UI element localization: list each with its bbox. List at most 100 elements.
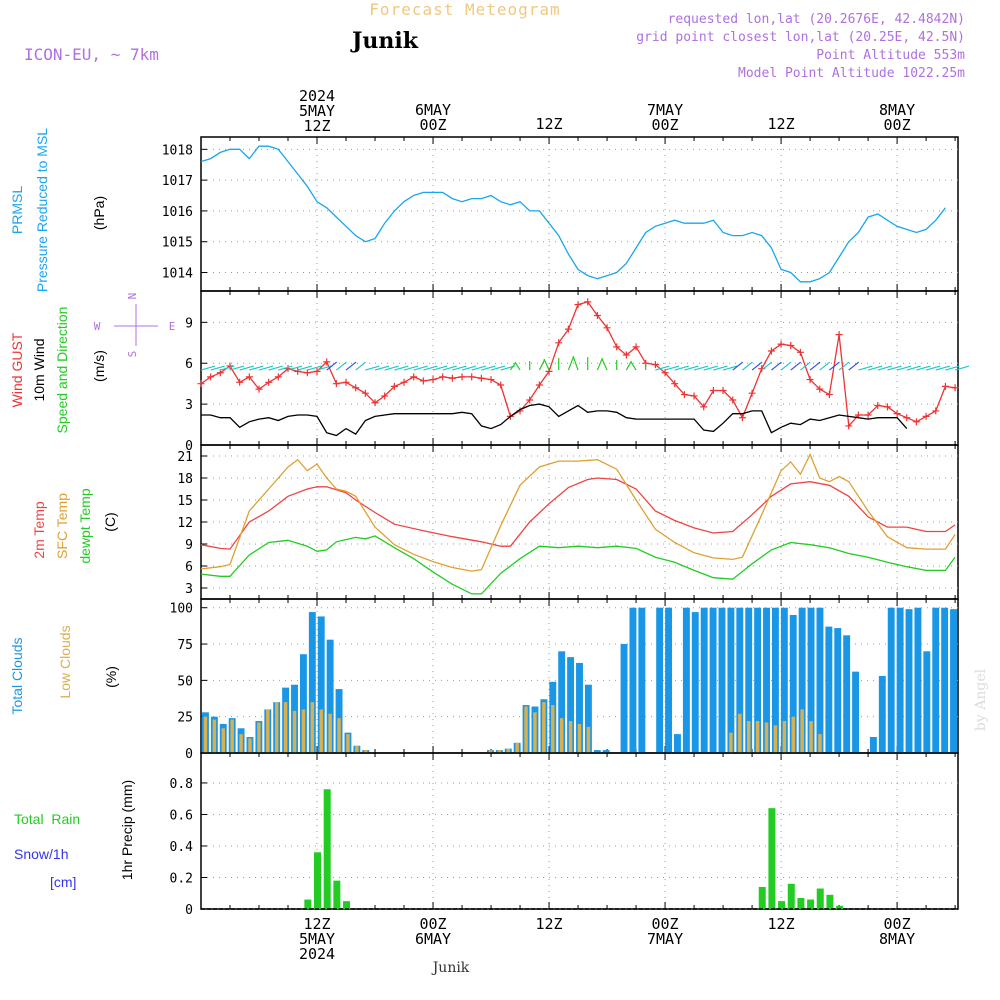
gust-point — [429, 376, 437, 384]
gust-point — [381, 392, 389, 400]
total-clouds-label: Total Clouds — [9, 637, 25, 714]
gust-point — [477, 374, 485, 382]
wind-arrow — [326, 361, 338, 371]
total-cloud-bar — [326, 639, 334, 753]
gust-point — [226, 362, 234, 370]
total-cloud-bar — [932, 607, 940, 753]
gust-point — [951, 384, 959, 392]
wind-arrow — [278, 365, 293, 371]
total-cloud-bar — [941, 607, 949, 753]
total-cloud-bar — [878, 676, 886, 753]
low-cloud-bar — [328, 713, 332, 753]
wind-arrow — [543, 358, 550, 371]
gust-point — [468, 373, 476, 381]
gust-label: Wind GUST — [9, 332, 25, 407]
low-cloud-bar — [764, 722, 769, 753]
model-name: ICON-EU, ~ 7km — [24, 45, 159, 64]
gust-point — [371, 399, 379, 407]
total-cloud-bar — [736, 607, 744, 753]
gust-point — [487, 376, 495, 384]
wind-arrow — [490, 365, 506, 371]
low-cloud-bar — [800, 709, 804, 753]
y-tick-label: 6 — [185, 357, 193, 372]
wind-arrow — [229, 365, 245, 371]
wind-arrow — [761, 361, 773, 371]
bottom-time-label: 6MAY — [415, 930, 451, 948]
y-tick-label: 50 — [177, 674, 193, 689]
wind-arrow — [732, 361, 744, 371]
low-cloud-bar — [577, 723, 582, 753]
wind-arrow — [509, 362, 516, 371]
wind-arrow — [800, 361, 811, 371]
low-cloud-bar — [319, 709, 323, 753]
gust-point — [439, 373, 447, 381]
total-cloud-bar — [317, 616, 325, 753]
wind-arrow — [220, 365, 235, 371]
precip-axis-label: 1hr Precip (mm) Total Rain Snow/1h [cm] — [14, 780, 135, 890]
gust-point — [845, 422, 853, 430]
gust-point — [680, 391, 688, 399]
wind-arrow — [935, 365, 950, 371]
gust-point — [400, 378, 408, 386]
total-cloud-bar — [843, 635, 851, 753]
top-time-label: 2024 — [299, 87, 335, 105]
total-cloud-bar — [576, 662, 583, 753]
wind-arrow — [210, 365, 225, 371]
pressure-axis-label: PRMSL Pressure Reduced to MSL (hPa) — [9, 128, 107, 292]
compass-rose: N S W E — [94, 293, 176, 358]
gust-point — [777, 340, 785, 348]
y-tick-label: 21 — [177, 450, 193, 465]
wind-arrow — [461, 365, 477, 371]
bottom-time-label: 12Z — [303, 915, 330, 933]
top-time-label: 5MAY — [299, 102, 335, 120]
wind-arrow — [452, 365, 467, 371]
gust-point — [526, 396, 534, 404]
rain-bar — [787, 883, 795, 909]
wind-arrow — [790, 361, 802, 371]
low-cloud-bar — [551, 705, 555, 753]
y-tick-label: 1014 — [162, 267, 193, 282]
low-cloud-bar — [568, 721, 573, 753]
total-cloud-bar — [682, 607, 690, 753]
total-cloud-bar — [299, 654, 307, 753]
gust-point — [236, 378, 244, 386]
y-tick-label: 1018 — [162, 143, 193, 158]
gust-point — [574, 301, 582, 309]
wind-arrow — [858, 365, 873, 371]
low-cloud-bar — [203, 716, 208, 753]
gust-point — [603, 324, 611, 332]
total-cloud-bar — [709, 607, 717, 753]
total-cloud-bar — [584, 684, 592, 753]
low-cloud-bar — [337, 718, 341, 753]
total-cloud-bar — [887, 607, 895, 753]
low-cloud-bar — [266, 709, 270, 753]
y-tick-label: 0 — [185, 747, 193, 762]
gust-point — [284, 365, 292, 373]
low-cloud-bar — [212, 719, 217, 753]
10m-wind-line — [201, 403, 908, 437]
total-cloud-bar — [923, 651, 931, 753]
low-cloud-bar — [257, 722, 261, 753]
wind-arrow — [432, 365, 448, 371]
total-cloud-bar — [567, 657, 575, 753]
temperature-axis-label: 2m Temp SFC Temp dewpt Temp (C) — [31, 488, 118, 563]
gust-point — [497, 381, 505, 389]
wind-arrow — [287, 365, 303, 371]
total-cloud-bar — [789, 614, 797, 753]
gust-point — [294, 367, 302, 375]
wind-arrow — [887, 365, 902, 371]
total-cloud-bar — [593, 750, 601, 753]
low-cloud-bar — [773, 725, 778, 753]
gust-point — [932, 407, 940, 415]
prmsl-line — [200, 145, 946, 283]
low-cloud-bar — [292, 710, 297, 753]
wind-unit: (m/s) — [91, 350, 107, 382]
low-cloud-bar — [729, 732, 733, 753]
wind-arrow — [925, 365, 941, 371]
total-cloud-bar — [656, 607, 664, 753]
gridpoint-coords: grid point closest lon,lat (20.25E, 42.5… — [636, 30, 965, 45]
low-cloud-bar — [355, 745, 359, 753]
watermark: by Angel — [973, 668, 989, 731]
gust-point — [390, 382, 398, 390]
bottom-time-label: 2024 — [299, 945, 335, 963]
